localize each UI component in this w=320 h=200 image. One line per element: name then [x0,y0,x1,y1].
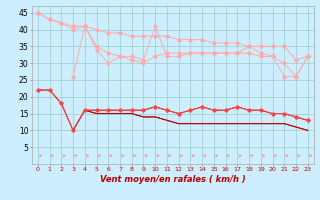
X-axis label: Vent moyen/en rafales ( km/h ): Vent moyen/en rafales ( km/h ) [100,175,246,184]
